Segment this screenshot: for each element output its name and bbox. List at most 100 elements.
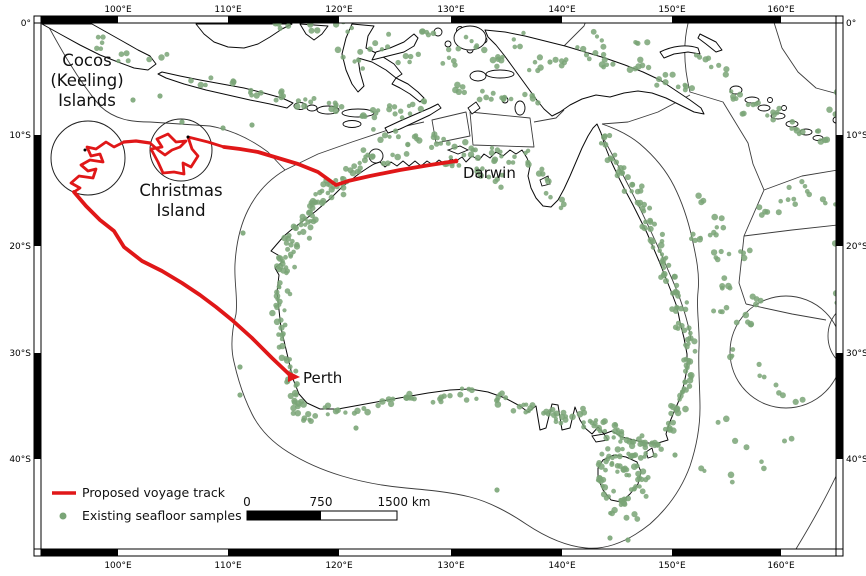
- sample-dot: [535, 100, 541, 106]
- sample-dot: [370, 153, 376, 159]
- sample-dot: [345, 29, 350, 34]
- sample-dot: [300, 228, 307, 235]
- sample-dot: [491, 156, 499, 163]
- sample-dot: [303, 97, 308, 102]
- sample-dot: [311, 96, 317, 101]
- sample-dot: [666, 262, 672, 268]
- sample-dot: [419, 28, 426, 35]
- sample-dot: [328, 194, 335, 201]
- sample-dot: [776, 390, 782, 396]
- sample-dot: [100, 34, 106, 40]
- island-aru: [514, 100, 526, 116]
- sample-dot: [527, 405, 534, 412]
- sample-dot: [95, 34, 101, 40]
- sample-dot: [847, 273, 852, 278]
- track-darwin-leg: [222, 145, 458, 187]
- sample-dot: [295, 403, 301, 410]
- sample-dot: [278, 324, 285, 331]
- sample-dot: [814, 129, 820, 134]
- eez-coralsea-line-2: [763, 169, 836, 191]
- sample-dot: [659, 239, 665, 244]
- sample-dot: [654, 82, 660, 88]
- lon-tick-bottom: 150°E: [658, 561, 686, 571]
- sample-dot: [365, 152, 370, 158]
- sample-dot: [683, 342, 688, 348]
- sample-dot: [708, 64, 714, 70]
- sample-dot: [663, 278, 669, 284]
- sample-dot: [722, 71, 729, 78]
- map-labels: Cocos (Keeling) Islands Christmas Island…: [50, 51, 516, 387]
- island-solomon-8: [781, 105, 787, 111]
- sample-dot: [826, 106, 833, 113]
- sample-dot: [611, 488, 616, 494]
- sample-dot: [778, 198, 783, 204]
- sample-dot: [647, 205, 653, 211]
- sample-dot: [652, 452, 658, 458]
- sample-dot: [521, 30, 526, 36]
- sample-dot: [188, 77, 194, 84]
- sample-dot: [362, 114, 368, 119]
- sample-dot: [125, 58, 131, 64]
- sample-dot: [682, 379, 688, 385]
- sample-dot: [657, 241, 665, 249]
- sample-dot: [639, 205, 646, 212]
- sample-dot: [639, 488, 646, 495]
- sample-dot: [146, 56, 153, 63]
- sample-dot: [600, 491, 607, 498]
- sample-dot: [476, 96, 483, 103]
- sample-dot: [459, 84, 466, 90]
- sample-dot: [438, 399, 444, 405]
- eez-coralsea-line-3: [743, 224, 836, 237]
- lat-tick-right: 10°S: [846, 131, 866, 141]
- sample-dot: [469, 39, 474, 44]
- sample-dot: [474, 154, 481, 161]
- sample-dot: [283, 240, 289, 246]
- sample-dot: [462, 139, 469, 146]
- sample-dot: [682, 306, 689, 313]
- sample-dot: [715, 419, 721, 425]
- sample-dot: [422, 100, 427, 105]
- sample-dot: [670, 290, 676, 296]
- lon-tick-top: 120°E: [325, 5, 353, 15]
- sample-dot: [614, 463, 621, 469]
- sample-dot: [94, 45, 100, 51]
- sample-dot: [714, 225, 719, 230]
- island-buru: [469, 70, 487, 82]
- sample-dot: [371, 114, 378, 121]
- sample-dot: [756, 204, 763, 211]
- sample-dot: [658, 446, 664, 452]
- coastline-borneo: [195, 23, 293, 49]
- sample-dot: [602, 141, 609, 148]
- sample-dot: [486, 174, 492, 180]
- sample-dot: [620, 466, 627, 473]
- sample-dot: [455, 88, 462, 96]
- sample-dot: [672, 452, 678, 458]
- sample-dot: [613, 159, 619, 165]
- sample-dot: [669, 71, 676, 78]
- sample-dot: [593, 418, 599, 423]
- sample-dot: [369, 107, 377, 114]
- sample-dot: [299, 218, 305, 223]
- sample-dot: [379, 398, 386, 405]
- sample-dot: [668, 410, 674, 417]
- coastline-new-britain: [659, 45, 701, 59]
- sample-dot: [594, 34, 600, 39]
- eez-southeast-line: [795, 475, 836, 549]
- sample-dot: [799, 179, 805, 185]
- sample-dot: [559, 196, 565, 203]
- island-tanimbar: [467, 101, 481, 115]
- sample-dot: [688, 330, 693, 336]
- sample-dot: [707, 232, 713, 238]
- sample-dot: [711, 213, 718, 221]
- sample-dot: [620, 170, 625, 176]
- sample-dot: [283, 356, 289, 361]
- sample-dot: [792, 201, 798, 207]
- christmas-label-line1: Christmas: [139, 181, 222, 200]
- sample-dot: [284, 288, 291, 294]
- sample-dot: [130, 97, 136, 103]
- sample-dot: [498, 184, 504, 190]
- sample-dot: [333, 102, 339, 108]
- sample-dot: [472, 147, 478, 153]
- lat-tick-left: 30°S: [9, 349, 31, 359]
